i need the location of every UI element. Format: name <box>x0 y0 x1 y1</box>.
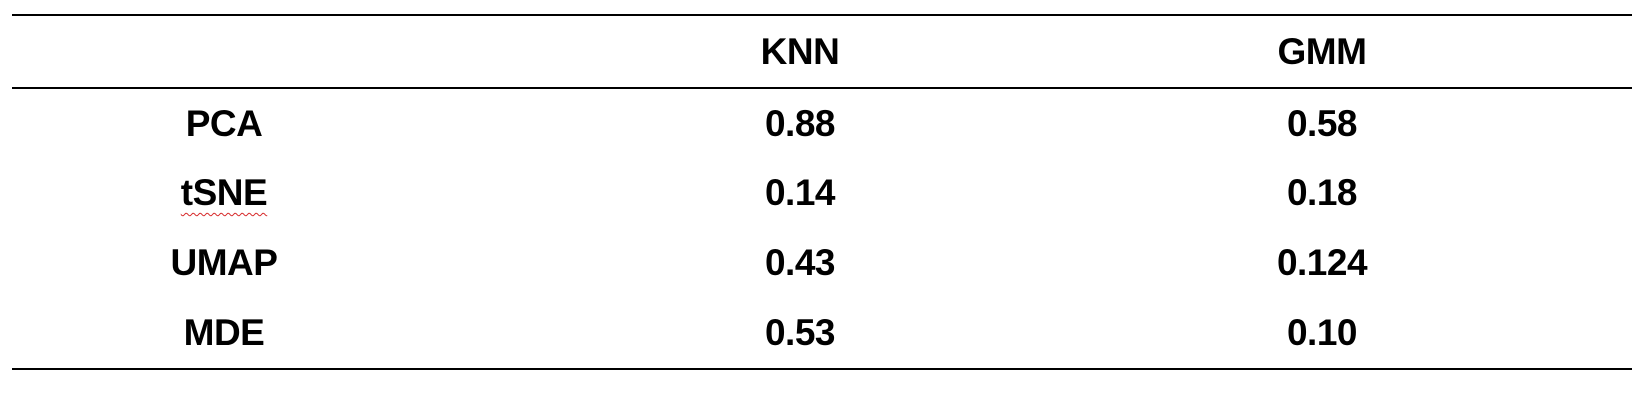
gmm-value: 0.10 <box>1286 312 1358 353</box>
row-label-cell: UMAP <box>12 228 532 298</box>
gmm-cell: 0.58 <box>1072 88 1632 158</box>
knn-cell: 0.53 <box>532 298 1072 369</box>
table-row: tSNE 0.14 0.18 <box>12 158 1632 228</box>
gmm-cell: 0.18 <box>1072 158 1632 228</box>
gmm-value: 0.58 <box>1286 102 1358 144</box>
row-label-cell: MDE <box>12 298 532 369</box>
results-table-container: KNN GMM PCA 0.88 0.58 tSNE 0.14 0.18 UMA… <box>12 14 1632 370</box>
table-row: UMAP 0.43 0.124 <box>12 228 1632 298</box>
results-table: KNN GMM PCA 0.88 0.58 tSNE 0.14 0.18 UMA… <box>12 14 1632 370</box>
knn-value: 0.14 <box>764 172 836 213</box>
row-label-cell: tSNE <box>12 158 532 228</box>
knn-cell: 0.88 <box>532 88 1072 158</box>
knn-value: 0.53 <box>764 312 836 353</box>
row-label: MDE <box>183 312 265 353</box>
table-row: MDE 0.53 0.10 <box>12 298 1632 369</box>
gmm-cell: 0.10 <box>1072 298 1632 369</box>
knn-value: 0.88 <box>764 102 836 144</box>
table-body: PCA 0.88 0.58 tSNE 0.14 0.18 UMAP 0.43 0… <box>12 88 1632 369</box>
gmm-value: 0.18 <box>1286 172 1358 213</box>
table-row: PCA 0.88 0.58 <box>12 88 1632 158</box>
header-corner <box>12 15 532 88</box>
header-gmm: GMM <box>1277 30 1367 72</box>
knn-cell: 0.14 <box>532 158 1072 228</box>
table-header: KNN GMM <box>12 15 1632 88</box>
row-label-cell: PCA <box>12 88 532 158</box>
gmm-cell: 0.124 <box>1072 228 1632 298</box>
gmm-value: 0.124 <box>1276 242 1368 283</box>
row-label: UMAP <box>170 242 278 283</box>
knn-value: 0.43 <box>764 242 836 283</box>
knn-cell: 0.43 <box>532 228 1072 298</box>
header-knn: KNN <box>760 30 840 72</box>
row-label: tSNE <box>180 172 268 213</box>
header-row: KNN GMM <box>12 15 1632 88</box>
row-label: PCA <box>185 102 263 144</box>
